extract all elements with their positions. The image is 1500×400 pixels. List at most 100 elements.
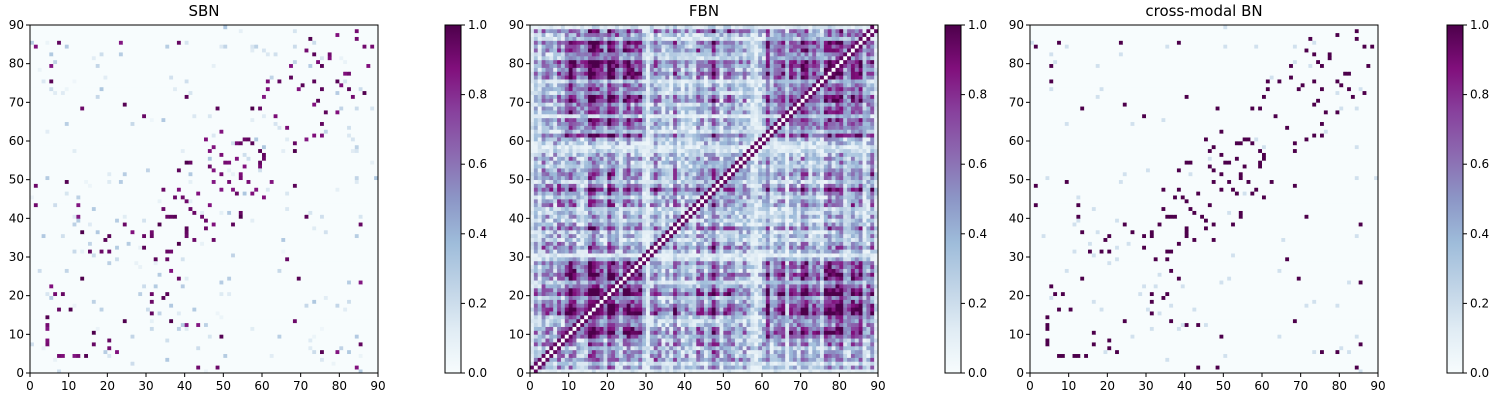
heatmap-cell <box>88 315 93 320</box>
heatmap-cell <box>115 218 120 223</box>
heatmap-cell <box>169 268 174 273</box>
heatmap-cell <box>211 249 216 254</box>
heatmap-cell <box>84 276 89 281</box>
heatmap-cell <box>362 264 367 269</box>
heatmap-cell <box>192 160 197 165</box>
heatmap-cell <box>49 229 54 235</box>
heatmap-cell <box>374 326 379 331</box>
heatmap-cell <box>207 284 213 289</box>
heatmap-cell <box>227 233 232 239</box>
heatmap-cell <box>250 264 255 269</box>
heatmap-cell <box>130 264 135 269</box>
heatmap-cell <box>289 361 294 366</box>
heatmap-cell <box>196 345 201 351</box>
heatmap-cell <box>169 295 174 300</box>
heatmap-cell <box>118 334 124 339</box>
heatmap-cell <box>246 206 251 211</box>
heatmap-cell <box>176 284 182 289</box>
heatmap-cell <box>300 160 305 165</box>
heatmap-cell <box>354 272 360 277</box>
heatmap-cell <box>300 322 305 327</box>
heatmap-cell <box>234 164 240 169</box>
heatmap-cell <box>57 330 62 335</box>
heatmap-cell <box>200 322 205 327</box>
heatmap-cell <box>146 276 151 281</box>
heatmap-cell <box>146 222 151 227</box>
heatmap-cell <box>142 175 147 181</box>
heatmap-cell <box>246 218 251 223</box>
heatmap-cell <box>234 202 240 208</box>
heatmap-cell <box>231 179 236 184</box>
heatmap-cell <box>296 287 302 293</box>
heatmap-cell <box>207 226 213 231</box>
heatmap-cell <box>370 330 375 335</box>
heatmap-cell <box>277 179 282 184</box>
heatmap-cell <box>180 229 186 235</box>
heatmap-cell <box>227 276 232 281</box>
heatmap-cell <box>219 291 224 297</box>
heatmap-cell <box>188 287 193 293</box>
heatmap-cell <box>327 280 332 285</box>
heatmap-cell <box>57 245 62 250</box>
heatmap-cell <box>91 345 97 351</box>
heatmap-cell <box>200 237 205 242</box>
heatmap-cell <box>238 249 244 254</box>
heatmap-cell <box>296 210 302 215</box>
heatmap-cell <box>370 326 375 331</box>
heatmap-cell <box>192 322 197 327</box>
heatmap-cell <box>138 303 143 308</box>
heatmap-cell <box>339 233 344 239</box>
heatmap-cell <box>142 241 147 246</box>
heatmap-cell <box>362 237 367 242</box>
heatmap-cell <box>122 160 128 165</box>
heatmap-cell <box>33 342 39 347</box>
heatmap-cell <box>142 322 147 327</box>
heatmap-cell <box>354 284 360 289</box>
heatmap-cell <box>246 168 251 173</box>
heatmap-cell <box>358 318 363 324</box>
heatmap-cell <box>331 276 336 281</box>
heatmap-cell <box>343 253 348 258</box>
heatmap-cell <box>211 222 216 227</box>
heatmap-cell <box>265 318 271 324</box>
heatmap-cell <box>196 349 201 355</box>
heatmap-cell <box>134 280 139 285</box>
heatmap-cell <box>323 299 329 304</box>
heatmap-cell <box>370 249 375 254</box>
heatmap-cell <box>320 268 325 273</box>
heatmap-cell <box>157 199 162 204</box>
heatmap-cell <box>138 291 143 297</box>
heatmap-cell <box>300 191 305 196</box>
heatmap-cell <box>138 253 143 258</box>
heatmap-cell <box>157 338 162 343</box>
heatmap-cell <box>45 342 50 347</box>
heatmap-cell <box>308 357 313 362</box>
heatmap-cell <box>122 199 128 204</box>
heatmap-cell <box>200 307 205 312</box>
heatmap-cell <box>362 369 367 374</box>
heatmap-cell <box>316 260 321 266</box>
heatmap-cell <box>130 191 135 196</box>
heatmap-cell <box>347 218 352 223</box>
heatmap-cell <box>374 168 379 173</box>
heatmap-cell <box>126 264 131 269</box>
heatmap-cell <box>242 249 247 254</box>
heatmap-cell <box>153 361 158 366</box>
heatmap-cell <box>281 334 286 339</box>
heatmap-cell <box>146 257 151 262</box>
heatmap-cell <box>49 295 54 300</box>
heatmap-cell <box>242 307 247 312</box>
heatmap-cell <box>258 241 263 246</box>
heatmap-cell <box>285 330 290 335</box>
heatmap-cell <box>215 191 220 196</box>
heatmap-cell <box>250 179 255 184</box>
heatmap-cell <box>157 191 162 196</box>
heatmap-cell <box>57 233 62 239</box>
heatmap-cell <box>72 171 77 177</box>
heatmap-cell <box>68 342 73 347</box>
heatmap-cell <box>250 160 255 165</box>
heatmap-cell <box>134 160 139 165</box>
heatmap-cell <box>64 338 70 343</box>
heatmap-cell <box>64 156 70 161</box>
heatmap-cell <box>107 260 112 266</box>
